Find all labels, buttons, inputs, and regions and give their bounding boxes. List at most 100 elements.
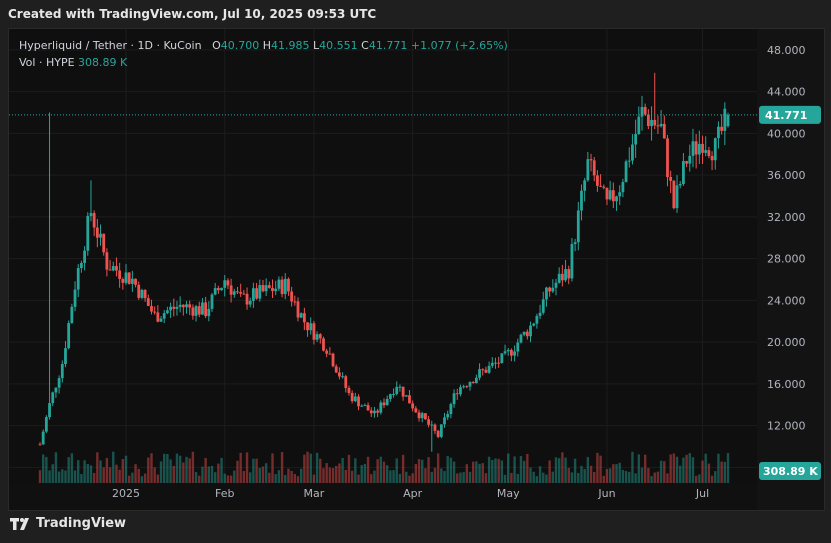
price-chart[interactable]: 48.000 44.000 40.000 36.000 32.000 28.000 24.0… xyxy=(9,29,824,510)
volume-bar xyxy=(350,470,354,483)
candle-body xyxy=(287,278,290,292)
volume-bar xyxy=(201,466,204,483)
volume-bar xyxy=(720,461,723,483)
candle-body xyxy=(306,322,309,331)
volume-bar xyxy=(615,464,618,483)
volume-bar xyxy=(45,456,48,483)
volume-bar xyxy=(178,455,182,483)
volume-bar xyxy=(335,466,338,483)
volume-bar xyxy=(503,474,507,483)
volume-bar xyxy=(121,458,125,483)
volume-bar xyxy=(296,476,300,483)
candle-body xyxy=(252,288,255,301)
candle-body xyxy=(267,285,271,288)
candle-body xyxy=(433,424,437,431)
candle-body xyxy=(500,353,504,364)
candle-body xyxy=(137,284,141,298)
volume-bar xyxy=(261,466,265,483)
volume-bar xyxy=(255,458,258,483)
volume-bar xyxy=(672,453,676,483)
volume-bar xyxy=(484,473,488,483)
price-tick-label: 24.000 xyxy=(767,294,806,307)
candle-body xyxy=(414,408,418,413)
candle-body xyxy=(656,125,660,127)
volume-bar xyxy=(41,454,45,483)
volume-bar xyxy=(182,462,185,483)
volume-bar xyxy=(147,457,150,483)
volume-bar xyxy=(290,470,293,483)
volume-bar xyxy=(573,458,577,483)
candle-body xyxy=(194,306,198,316)
candle-body xyxy=(618,192,622,197)
candle-body xyxy=(560,273,564,281)
candle-body xyxy=(688,155,692,164)
candle-body xyxy=(446,414,450,418)
candle-body xyxy=(140,289,144,298)
chart-area[interactable]: 48.000 44.000 40.000 36.000 32.000 28.000 24.0… xyxy=(8,28,825,511)
candle-body xyxy=(213,288,217,295)
volume-bar xyxy=(83,460,86,483)
candle-body xyxy=(181,304,185,308)
volume-bar xyxy=(465,464,469,483)
tradingview-logo[interactable]: TradingView xyxy=(10,516,126,531)
candle-body xyxy=(634,134,638,145)
candle-body xyxy=(197,306,201,315)
low-label: L xyxy=(313,39,320,52)
candle-body xyxy=(76,268,80,290)
candle-body xyxy=(672,180,676,209)
volume-bar xyxy=(640,467,644,483)
candle-body xyxy=(111,266,115,271)
volume-bar xyxy=(551,471,555,483)
volume-bar xyxy=(319,458,322,483)
volume-bar xyxy=(507,453,510,483)
volume-bar xyxy=(124,455,128,483)
volume-bar xyxy=(140,476,144,483)
volume-bar xyxy=(198,475,201,483)
volume-bar xyxy=(545,474,548,483)
candle-body xyxy=(662,123,666,139)
candle-body xyxy=(685,161,688,164)
candle-body xyxy=(551,287,555,292)
candle-body xyxy=(338,372,341,377)
candle-body xyxy=(121,278,125,283)
volume-bar xyxy=(714,471,717,483)
volume-bar xyxy=(602,475,605,483)
candle-body xyxy=(449,404,453,415)
candle-body xyxy=(153,311,157,313)
symbol-label: Hyperliquid / Tether · 1D · KuCoin xyxy=(19,39,202,52)
candle-body xyxy=(379,402,383,413)
candle-body xyxy=(309,323,313,331)
volume-bar xyxy=(277,470,281,483)
volume-bar xyxy=(500,460,504,483)
candle-body xyxy=(516,342,520,352)
volume-bar xyxy=(341,457,344,483)
candle-body xyxy=(334,366,338,373)
volume-bar xyxy=(226,475,230,483)
volume-badge-label: 308.89 K xyxy=(763,465,818,478)
volume-bar xyxy=(137,468,140,483)
candle-body xyxy=(302,313,306,323)
candle-body xyxy=(627,160,631,162)
volume-bar xyxy=(303,454,306,483)
candle-body xyxy=(462,386,466,388)
volume-bar xyxy=(535,476,539,483)
volume-bar xyxy=(293,473,297,483)
volume-bar xyxy=(605,469,609,483)
volume-bar xyxy=(567,467,570,483)
volume-bar xyxy=(395,458,398,483)
volume-bar xyxy=(207,466,211,483)
chart-caption: Created with TradingView.com, Jul 10, 20… xyxy=(8,7,377,21)
candle-body xyxy=(465,386,469,388)
volume-bar xyxy=(405,471,408,483)
volume-bar xyxy=(92,472,96,483)
candle-body xyxy=(443,417,446,425)
high-label: H xyxy=(262,39,272,52)
volume-bar xyxy=(462,472,465,483)
candle-body xyxy=(643,106,647,115)
candle-body xyxy=(573,242,577,245)
volume-bar xyxy=(89,465,93,483)
volume-bar xyxy=(522,460,526,483)
last-price-label: 41.771 xyxy=(765,109,807,122)
volume-bar xyxy=(242,471,246,483)
volume-bar xyxy=(373,470,376,483)
